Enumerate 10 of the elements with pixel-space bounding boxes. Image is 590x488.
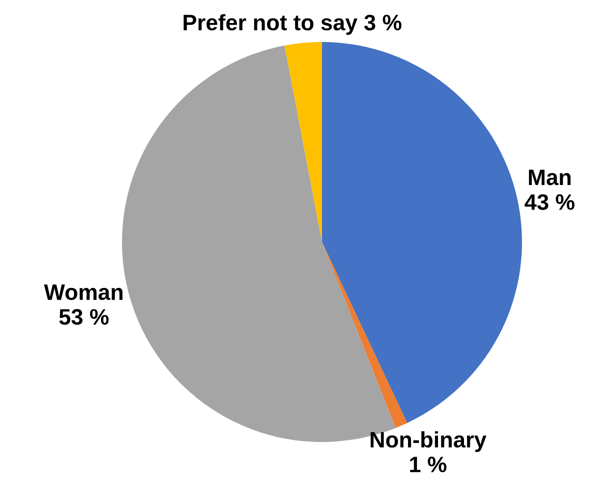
pie-slice <box>284 42 322 242</box>
data-label: 43 % <box>524 194 574 210</box>
data-label: 1 % <box>410 456 446 472</box>
slice-label: Man <box>528 170 571 186</box>
data-label: 53 % <box>59 309 109 325</box>
slice-label: Prefer not to say 3 % <box>184 14 402 35</box>
slice-label: Non-binary <box>370 431 486 452</box>
slice-label: Woman <box>44 284 122 300</box>
pie-slice <box>322 242 408 428</box>
pie-slice <box>322 42 522 423</box>
